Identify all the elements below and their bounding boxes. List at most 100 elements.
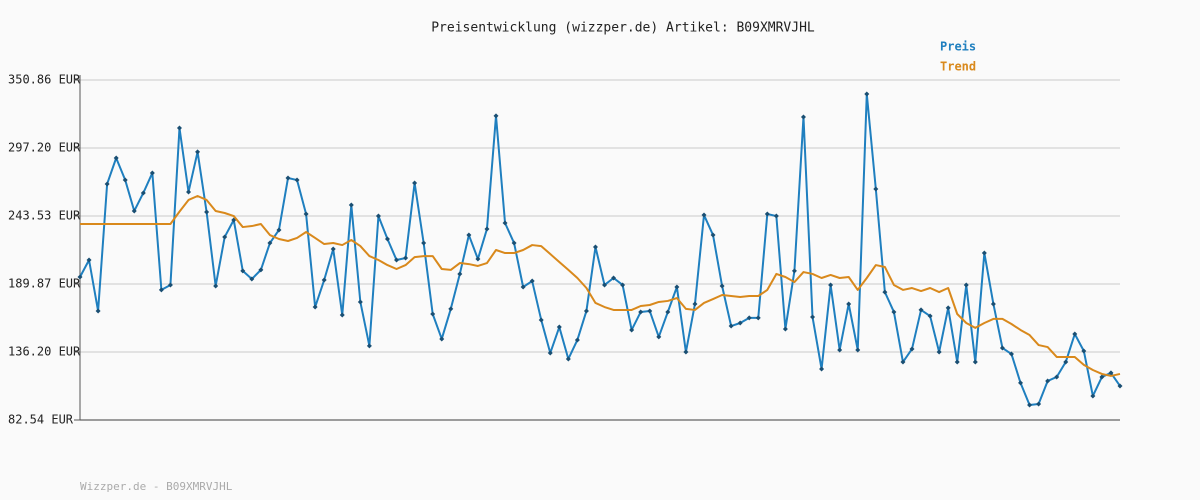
series-line (79, 93, 1121, 406)
y-tick-label: 136.20 EUR (8, 345, 81, 359)
series-line (80, 195, 1121, 377)
point (665, 309, 671, 315)
point (819, 366, 825, 372)
point (602, 282, 608, 288)
point (1099, 374, 1105, 380)
point (1027, 402, 1033, 408)
point (529, 278, 535, 284)
point (204, 209, 210, 215)
point (167, 282, 173, 288)
point (149, 170, 155, 176)
point (294, 177, 300, 183)
point (936, 349, 942, 355)
point (800, 114, 806, 120)
point (638, 309, 644, 315)
point (1018, 380, 1024, 386)
point (963, 282, 969, 288)
point (330, 246, 336, 252)
point (421, 240, 427, 246)
point (592, 244, 598, 250)
point (348, 202, 354, 208)
point (122, 177, 128, 183)
point (918, 307, 924, 313)
point (710, 232, 716, 238)
point (430, 311, 436, 317)
y-tick-label: 189.87 EUR (8, 276, 81, 290)
point (394, 257, 400, 263)
point (656, 334, 662, 340)
point (873, 186, 879, 192)
point (267, 240, 273, 246)
point (140, 190, 146, 196)
point (746, 315, 752, 321)
point (1108, 370, 1114, 376)
point (737, 320, 743, 326)
point (556, 324, 562, 330)
point (104, 181, 110, 187)
point (954, 359, 960, 365)
point (1072, 331, 1078, 337)
point (538, 317, 544, 323)
point (484, 226, 490, 232)
point (764, 211, 770, 217)
point (1063, 359, 1069, 365)
point (1008, 351, 1014, 357)
point (773, 213, 779, 219)
point (131, 208, 137, 214)
point (312, 304, 318, 310)
legend-label: Trend (940, 60, 976, 74)
point (791, 268, 797, 274)
point (692, 301, 698, 307)
point (475, 256, 481, 262)
point (240, 268, 246, 274)
point (719, 283, 725, 289)
y-tick-label: 297.20 EUR (8, 140, 81, 154)
point (728, 323, 734, 329)
point (882, 289, 888, 295)
point (258, 267, 264, 273)
point (285, 175, 291, 181)
point (502, 220, 508, 226)
point (176, 125, 182, 131)
point (249, 276, 255, 282)
point (113, 155, 119, 161)
point (1045, 378, 1051, 384)
point (412, 180, 418, 186)
point (583, 308, 589, 314)
point (366, 343, 372, 349)
point (782, 326, 788, 332)
point (448, 306, 454, 312)
point (357, 299, 363, 305)
point (891, 309, 897, 315)
point (683, 349, 689, 355)
point (1054, 374, 1060, 380)
point (990, 301, 996, 307)
point (276, 227, 282, 233)
point (999, 345, 1005, 351)
point (384, 236, 390, 242)
point (186, 189, 192, 195)
point (493, 113, 499, 119)
point (321, 277, 327, 283)
point (755, 315, 761, 321)
point (837, 347, 843, 353)
point (439, 336, 445, 342)
point (158, 287, 164, 293)
point (855, 347, 861, 353)
point (909, 346, 915, 352)
point (972, 359, 978, 365)
point (900, 359, 906, 365)
point (574, 337, 580, 343)
point (520, 284, 526, 290)
point (629, 327, 635, 333)
point (810, 314, 816, 320)
y-tick-label: 243.53 EUR (8, 209, 81, 223)
legend-label: Preis (940, 40, 976, 54)
y-tick-label: 350.86 EUR (8, 73, 81, 87)
point (864, 91, 870, 97)
point (565, 356, 571, 362)
chart-title: Preisentwicklung (wizzper.de) Artikel: B… (431, 21, 815, 36)
point (457, 271, 463, 277)
point (701, 212, 707, 218)
